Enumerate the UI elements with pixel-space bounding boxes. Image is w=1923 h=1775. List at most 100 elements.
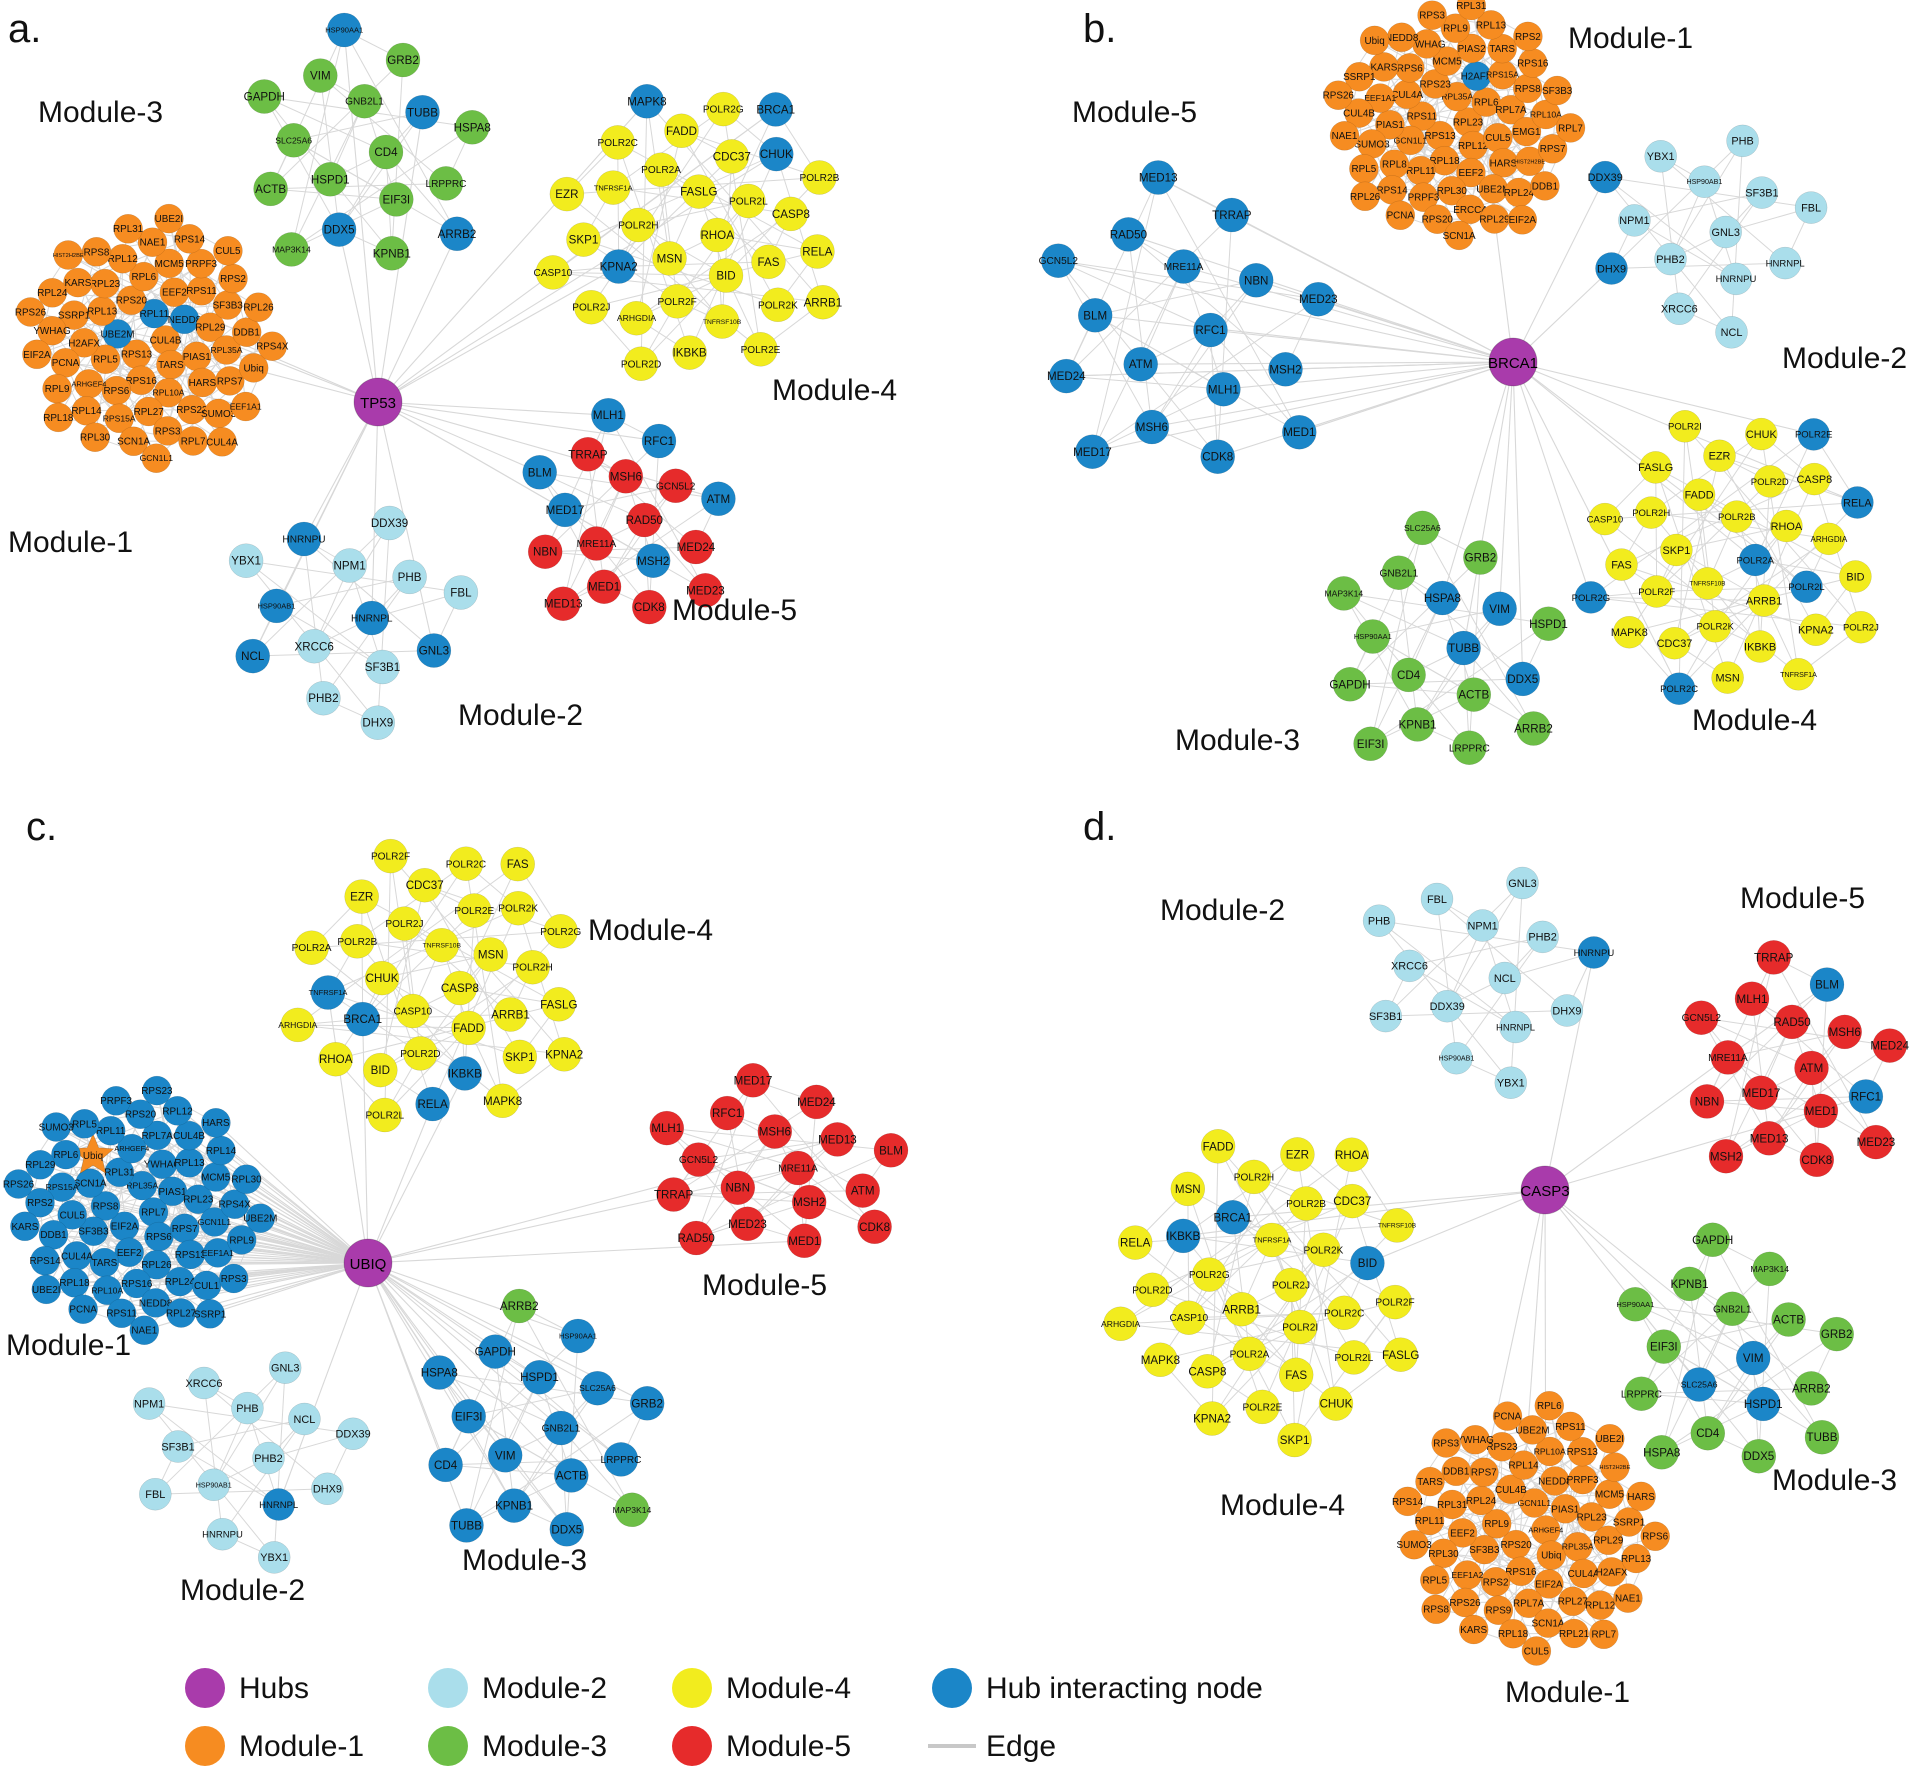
node-rpl14 [206,1135,236,1166]
edge [1813,478,1862,628]
node-phb2 [1654,242,1687,276]
node-tnfrsf1a [595,170,631,205]
edge [155,1488,328,1495]
hub-edge [1318,298,1514,363]
node-arrb2 [1516,711,1551,746]
node-tnfrsf10b [424,927,460,963]
edge [1140,266,1185,365]
edge [1655,467,1729,678]
node-ubiq [1359,25,1390,56]
hub-edge [1299,361,1514,433]
node-atm [1794,1050,1829,1086]
node-rpl13 [1476,10,1506,40]
node-phb2 [252,1441,285,1475]
node-hspa8 [454,110,490,145]
node-brca1 [758,92,793,127]
edge [544,440,660,553]
node-polr2d [403,1036,438,1071]
node-blm [522,455,557,490]
node-mlh1 [649,1110,685,1146]
node-rps9 [1483,1595,1514,1625]
node-rps13 [1567,1436,1598,1467]
hub-edge [278,1262,369,1505]
node-rpl6 [51,1139,81,1170]
node-polr2c [600,125,635,160]
node-rpl14 [71,396,102,426]
node-rpl9 [1481,1509,1512,1539]
node-npm1 [332,548,367,583]
node-gapdh [478,1334,513,1369]
node-arrb2 [1794,1371,1829,1406]
node-rps16 [1506,1556,1536,1587]
node-map3k14 [1752,1251,1787,1287]
hub-edge [367,1103,434,1264]
node-rps26 [3,1169,34,1199]
edge [270,29,345,190]
node-med17 [547,492,583,528]
node-hsp90aa1 [1355,619,1391,654]
node-msh6 [608,459,644,494]
edge [1249,1249,1324,1355]
edge [213,1367,286,1486]
edge [1065,177,1159,377]
node-rps8 [90,1191,121,1221]
node-rpl7a [1513,1588,1544,1619]
edge [1706,984,1828,1102]
node-polr2j [574,289,609,325]
hub-edge [156,1090,369,1264]
node-dhx9 [1595,252,1628,285]
node-trrap [1214,197,1250,233]
node-slc25a6 [276,123,311,158]
node-ube2i [154,203,184,234]
node-rpl26 [243,292,274,322]
edge [357,863,467,942]
node-rhoa [318,1041,353,1077]
node-ikbkb [672,335,707,370]
edge [494,1351,622,1460]
node-ezr [1703,439,1736,473]
node-med1 [1803,1093,1839,1129]
node-polr2l [367,1097,403,1133]
node-lrpprc [1624,1376,1659,1411]
node-rps2 [218,263,248,294]
hub-edge [246,1178,369,1264]
node-mapk8 [485,1083,520,1119]
hub-edge [327,992,369,1264]
edge [252,650,434,657]
node-eef1a2 [1452,1560,1483,1590]
node-skp1 [502,1039,538,1075]
edge [1417,608,1501,725]
hub-edge [1544,1189,1764,1405]
node-vim [1482,591,1517,627]
node-ube2m [102,319,133,349]
node-casp10 [535,255,571,290]
node-atm [845,1173,880,1208]
node-mcm5 [1594,1479,1625,1509]
edge [1656,481,1771,592]
node-cdc37 [1335,1183,1370,1219]
node-prpf3 [1408,182,1439,212]
edge [438,1372,515,1506]
node-arrb1 [1747,584,1781,617]
node-prpf3 [1567,1464,1598,1495]
edge [681,130,820,178]
node-rpl8 [1379,149,1410,179]
node-polr2d [623,346,659,381]
legend-swatch-module-3 [428,1726,468,1766]
node-rps11 [1407,101,1437,131]
node-skp1 [1660,533,1693,567]
node-arrb1 [805,284,841,320]
node-rpl6 [1471,87,1501,117]
hub-edge [1512,176,1606,363]
node-polr2h [1236,1159,1272,1195]
node-rps8 [1421,1594,1451,1625]
node-med13 [820,1122,855,1157]
node-rpl10a [1534,1436,1565,1467]
edge [1650,433,1762,514]
node-polr2h [515,949,550,985]
node-kpnb1 [374,236,410,271]
hub-edge [367,1262,568,1530]
node-eef2 [1447,1518,1478,1548]
node-mre11a [1166,249,1201,284]
node-sf3b1 [1745,176,1779,209]
